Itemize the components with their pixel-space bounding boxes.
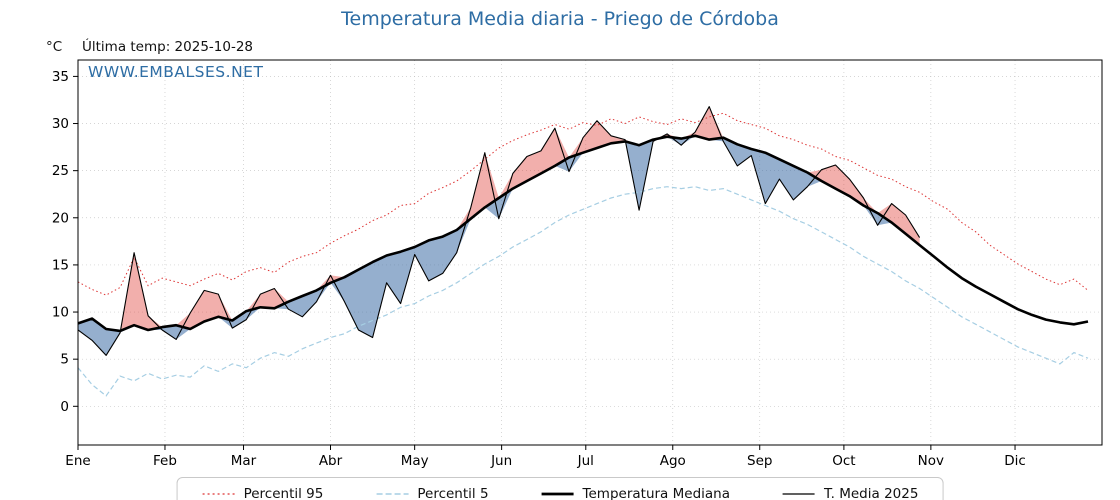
x-tick-label: Ene xyxy=(65,453,90,469)
last-temp-label: Última temp: 2025-10-28 xyxy=(82,39,254,55)
y-axis-unit-label: °C xyxy=(46,39,63,55)
x-tick-label: Abr xyxy=(319,453,343,469)
x-tick-label: Oct xyxy=(832,453,855,469)
x-tick-label: Ago xyxy=(660,453,686,469)
x-tick-label: Sep xyxy=(747,453,772,469)
axis-frame xyxy=(77,59,1103,446)
watermark: WWW.EMBALSES.NET xyxy=(88,63,264,81)
y-tick-label: 25 xyxy=(52,163,69,179)
legend-label-t-media-2025: T. Media 2025 xyxy=(824,486,919,500)
legend-item-percentil-95: Percentil 95 xyxy=(202,486,324,500)
x-tick-label: Nov xyxy=(918,453,944,469)
t-media-2025-line xyxy=(78,106,921,356)
percentil-95-line-sample xyxy=(202,493,235,495)
legend-label-percentil-95: Percentil 95 xyxy=(243,486,324,500)
percentil-5-line xyxy=(78,186,1089,397)
legend-label-percentil-5: Percentil 5 xyxy=(417,486,489,500)
legend: Percentil 95 Percentil 5 Temperatura Med… xyxy=(176,477,944,500)
t-media-2025-line-sample xyxy=(783,493,815,495)
legend-item-t-media-2025: T. Media 2025 xyxy=(782,486,918,500)
x-tick-label: May xyxy=(401,453,429,469)
mediana-line xyxy=(78,134,1089,333)
x-tick-label: Jul xyxy=(577,453,594,469)
legend-label-mediana: Temperatura Mediana xyxy=(582,486,730,500)
y-tick-label: 0 xyxy=(60,399,69,415)
legend-item-percentil-5: Percentil 5 xyxy=(375,486,489,500)
y-tick-label: 15 xyxy=(52,257,69,273)
chart-title: Temperatura Media diaria - Priego de Cór… xyxy=(341,8,779,30)
x-tick-label: Feb xyxy=(153,453,177,469)
y-tick-label: 35 xyxy=(52,69,69,85)
percentil-5-line-sample xyxy=(376,493,409,495)
y-tick-label: 20 xyxy=(52,210,69,226)
y-tick-label: 10 xyxy=(52,305,69,321)
x-tick-label: Jun xyxy=(490,453,512,469)
mediana-line-sample xyxy=(541,492,574,496)
y-tick-label: 5 xyxy=(60,352,69,368)
percentil-95-line xyxy=(78,112,1089,296)
legend-item-mediana: Temperatura Mediana xyxy=(541,486,730,500)
x-tick-label: Dic xyxy=(1004,453,1026,469)
y-tick-label: 30 xyxy=(52,116,69,132)
x-tick-label: Mar xyxy=(231,453,257,469)
